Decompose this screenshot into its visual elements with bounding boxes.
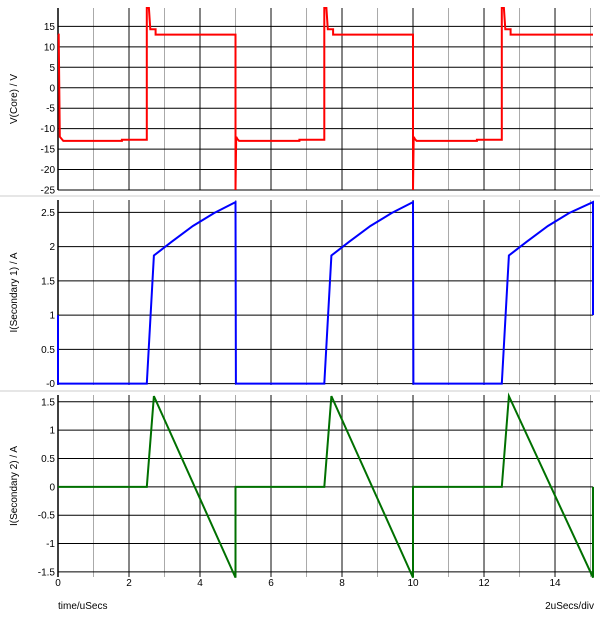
x-tick-label: 14: [549, 578, 561, 589]
y-tick-label: 15: [44, 22, 56, 33]
x-tick-label: 8: [339, 578, 345, 589]
y-tick-label: 0.5: [41, 454, 55, 465]
y-tick-label: 0: [49, 83, 55, 94]
y-tick-label: -15: [41, 145, 56, 156]
y-tick-label: -10: [41, 124, 56, 135]
x-tick-label: 6: [268, 578, 274, 589]
y-tick-label: -0.5: [38, 511, 56, 522]
y-tick-label: 2: [49, 242, 55, 253]
x-tick-label: 4: [197, 578, 203, 589]
x-scale-label: 2uSecs/div: [545, 601, 594, 612]
series-line: [58, 392, 594, 579]
y-tick-label: -25: [41, 186, 56, 197]
y-tick-label: -5: [46, 104, 55, 115]
y-tick-label: 0: [49, 482, 55, 493]
y-tick-label: -1.5: [38, 567, 56, 578]
y-axis-label: V(Core) / V: [9, 74, 20, 124]
x-tick-label: 10: [407, 578, 419, 589]
y-tick-label: 1.5: [41, 276, 55, 287]
series-line: [57, 7, 593, 191]
x-tick-label: 12: [478, 578, 490, 589]
y-axis-label: I(Secondary 2) / A: [9, 446, 20, 526]
y-tick-label: -0: [46, 379, 55, 390]
x-tick-label: 0: [55, 578, 61, 589]
series-line: [57, 200, 594, 385]
y-tick-label: 1: [49, 426, 55, 437]
y-tick-label: -1: [46, 539, 55, 550]
y-tick-label: 1.5: [41, 397, 55, 408]
y-tick-label: 2.5: [41, 208, 55, 219]
y-tick-label: -20: [41, 165, 56, 176]
y-tick-label: 1: [49, 311, 55, 322]
y-tick-label: 5: [49, 63, 55, 74]
y-tick-label: 0.5: [41, 345, 55, 356]
x-tick-label: 2: [126, 578, 132, 589]
y-tick-label: 10: [44, 42, 56, 53]
y-axis-label: I(Secondary 1) / A: [9, 252, 20, 332]
x-axis-label: time/uSecs: [58, 601, 107, 612]
